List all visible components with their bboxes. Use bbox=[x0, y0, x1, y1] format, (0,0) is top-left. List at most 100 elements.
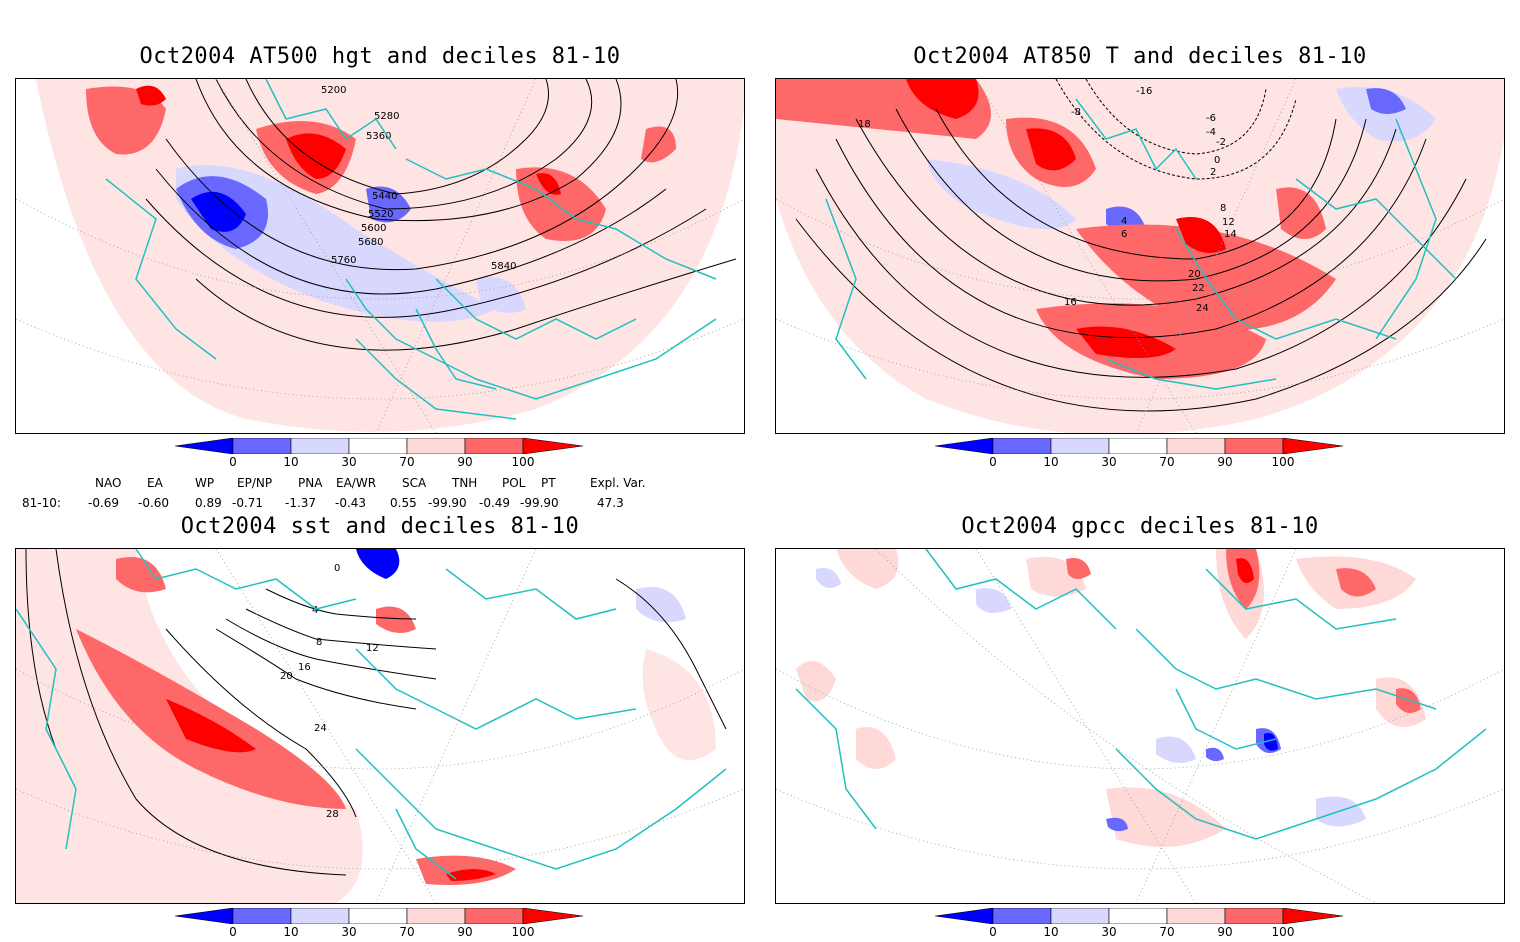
colorbar-tick-label: 90 bbox=[1217, 925, 1233, 939]
svg-text:5760: 5760 bbox=[331, 255, 356, 266]
colorbar-segment bbox=[406, 438, 466, 454]
svg-text:4: 4 bbox=[312, 605, 318, 616]
svg-text:5440: 5440 bbox=[372, 191, 397, 202]
colorbar-scale bbox=[935, 438, 1344, 454]
colorbar-segment bbox=[348, 908, 408, 924]
colorbar-sst: 0 10 30 70 90 100 bbox=[175, 908, 585, 942]
svg-text:-8: -8 bbox=[1071, 107, 1081, 118]
index-header-ea: EA bbox=[147, 476, 163, 490]
map-hgt500: 5200 5280 5360 5440 5520 5600 5680 5760 … bbox=[16, 79, 744, 433]
svg-text:20: 20 bbox=[1188, 269, 1201, 280]
colorbar-tick-label: 70 bbox=[1159, 925, 1175, 939]
map-panel-sst: 0 4 8 12 16 20 24 28 bbox=[15, 548, 745, 904]
index-header-expl-var: Expl. Var. bbox=[590, 476, 646, 490]
map-t850: -16 -8 -6 -4 -2 0 2 4 6 8 12 14 16 18 20… bbox=[776, 79, 1504, 433]
colorbar-segment bbox=[1166, 438, 1226, 454]
colorbar-scale bbox=[175, 438, 584, 454]
index-header-tnh: TNH bbox=[452, 476, 478, 490]
svg-text:-2: -2 bbox=[1216, 137, 1226, 148]
colorbar-tick-label: 30 bbox=[341, 925, 357, 939]
svg-text:24: 24 bbox=[314, 723, 327, 734]
colorbar-segment bbox=[406, 908, 466, 924]
svg-text:5280: 5280 bbox=[374, 111, 399, 122]
teleconnection-indices: NAO EA WP EP/NP PNA EA/WR SCA TNH POL PT… bbox=[0, 474, 700, 514]
svg-text:5840: 5840 bbox=[491, 261, 516, 272]
index-value-pna: -1.37 bbox=[285, 496, 317, 510]
colorbar-segment bbox=[1050, 438, 1110, 454]
svg-text:22: 22 bbox=[1192, 283, 1205, 294]
panel-title-sst: Oct2004 sst and deciles 81-10 bbox=[180, 514, 580, 539]
colorbar-tick-label: 10 bbox=[1043, 925, 1059, 939]
svg-text:12: 12 bbox=[1222, 217, 1235, 228]
colorbar-tick-label: 100 bbox=[511, 455, 535, 469]
svg-text:2: 2 bbox=[1210, 167, 1216, 178]
svg-text:8: 8 bbox=[1220, 203, 1226, 214]
index-value-nao: -0.69 bbox=[88, 496, 120, 510]
index-header-pol: POL bbox=[502, 476, 526, 490]
svg-text:5200: 5200 bbox=[321, 85, 346, 96]
colorbar-segment bbox=[232, 908, 292, 924]
colorbar-segment bbox=[992, 438, 1052, 454]
svg-text:0: 0 bbox=[334, 563, 340, 574]
svg-text:-16: -16 bbox=[1136, 86, 1152, 97]
svg-text:-6: -6 bbox=[1206, 113, 1216, 124]
index-header-epnp: EP/NP bbox=[237, 476, 273, 490]
colorbar-segment bbox=[348, 438, 408, 454]
index-value-eawr: -0.43 bbox=[335, 496, 367, 510]
svg-text:0: 0 bbox=[1214, 155, 1220, 166]
colorbar-segment bbox=[464, 908, 524, 924]
colorbar-scale bbox=[935, 908, 1344, 924]
map-panel-gpcc bbox=[775, 548, 1505, 904]
colorbar-tick-label: 10 bbox=[283, 925, 299, 939]
colorbar-segment bbox=[992, 908, 1052, 924]
colorbar-tick-label: 100 bbox=[511, 925, 535, 939]
colorbar-tick-label: 0 bbox=[989, 925, 997, 939]
svg-text:18: 18 bbox=[858, 119, 871, 130]
colorbar-tick-label: 70 bbox=[399, 925, 415, 939]
colorbar-segment bbox=[1166, 908, 1226, 924]
colorbar-segment bbox=[290, 908, 350, 924]
map-sst: 0 4 8 12 16 20 24 28 bbox=[16, 549, 744, 903]
colorbar-hgt500: 0 10 30 70 90 100 bbox=[175, 438, 585, 472]
index-row-label: 81-10: bbox=[22, 496, 61, 510]
panel-title-hgt500: Oct2004 AT500 hgt and deciles 81-10 bbox=[139, 44, 621, 69]
svg-text:4: 4 bbox=[1121, 216, 1127, 227]
colorbar-tick-label: 10 bbox=[283, 455, 299, 469]
map-gpcc bbox=[776, 549, 1504, 903]
colorbar-segment bbox=[232, 438, 292, 454]
colorbar-segment bbox=[1108, 908, 1168, 924]
panel-title-gpcc: Oct2004 gpcc deciles 81-10 bbox=[961, 514, 1319, 539]
hgt-contour-labels: 5200 5280 5360 5440 5520 5600 5680 5760 … bbox=[321, 85, 516, 272]
svg-text:16: 16 bbox=[1064, 297, 1077, 308]
index-value-wp: 0.89 bbox=[195, 496, 222, 510]
colorbar-segment bbox=[1282, 908, 1344, 924]
colorbar-segment bbox=[1224, 438, 1284, 454]
svg-text:5680: 5680 bbox=[358, 237, 383, 248]
index-value-epnp: -0.71 bbox=[232, 496, 264, 510]
colorbar-segment bbox=[175, 908, 234, 924]
colorbar-t850: 0 10 30 70 90 100 bbox=[935, 438, 1345, 472]
colorbar-gpcc: 0 10 30 70 90 100 bbox=[935, 908, 1345, 942]
colorbar-segment bbox=[1282, 438, 1344, 454]
colorbar-segment bbox=[935, 438, 994, 454]
colorbar-segment bbox=[464, 438, 524, 454]
index-header-pna: PNA bbox=[298, 476, 323, 490]
index-header-nao: NAO bbox=[95, 476, 122, 490]
colorbar-tick-label: 0 bbox=[229, 455, 237, 469]
colorbar-tick-label: 70 bbox=[1159, 455, 1175, 469]
colorbar-segment bbox=[935, 908, 994, 924]
colorbar-segment bbox=[522, 908, 584, 924]
svg-text:5360: 5360 bbox=[366, 131, 391, 142]
t850-contour-labels: -16 -8 -6 -4 -2 0 2 4 6 8 12 14 16 18 20… bbox=[858, 86, 1237, 314]
colorbar-segment bbox=[1108, 438, 1168, 454]
svg-text:24: 24 bbox=[1196, 303, 1209, 314]
colorbar-tick-label: 10 bbox=[1043, 455, 1059, 469]
svg-text:5520: 5520 bbox=[368, 209, 393, 220]
index-header-pt: PT bbox=[541, 476, 556, 490]
svg-text:5600: 5600 bbox=[361, 223, 386, 234]
index-value-pol: -0.49 bbox=[479, 496, 511, 510]
colorbar-tick-label: 100 bbox=[1271, 925, 1295, 939]
svg-text:6: 6 bbox=[1121, 229, 1127, 240]
colorbar-segment bbox=[522, 438, 584, 454]
svg-text:20: 20 bbox=[280, 671, 293, 682]
